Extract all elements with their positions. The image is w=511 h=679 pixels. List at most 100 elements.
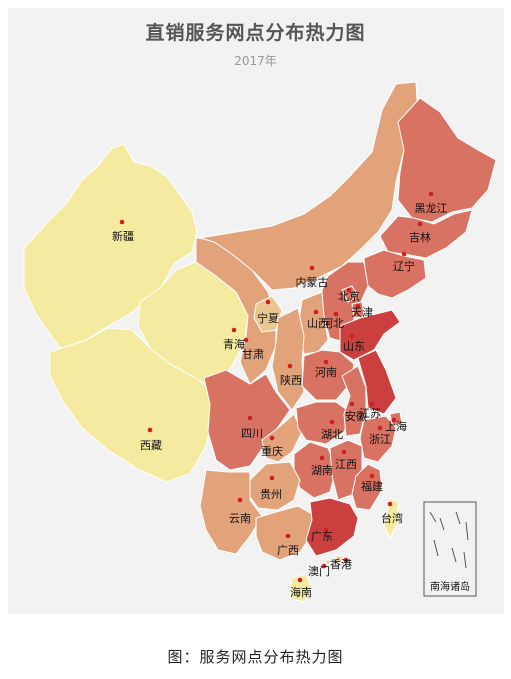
label-shanxi: 山西 (307, 317, 329, 330)
province-taiwan[interactable] (383, 497, 399, 540)
label-anhui: 安徽 (345, 409, 367, 423)
province-ningxia[interactable] (253, 295, 283, 333)
label-liaoning: 辽宁 (393, 259, 415, 273)
marker-shanghai[interactable] (391, 417, 397, 423)
province-heilongjiang[interactable] (397, 97, 497, 223)
label-yunnan: 云南 (229, 512, 251, 525)
label-aomen: 澳门 (308, 564, 330, 578)
label-shaanxi: 陕西 (280, 373, 302, 387)
marker-xinjiang[interactable] (119, 219, 125, 225)
marker-gansu[interactable] (243, 337, 249, 343)
label-xianggang: 香港 (330, 558, 352, 571)
figure-caption: 图：服务网点分布热力图 (167, 648, 344, 666)
label-hunan: 湖南 (311, 464, 333, 477)
label-guizhou: 贵州 (260, 488, 282, 501)
marker-shandong[interactable] (349, 333, 355, 339)
marker-fujian[interactable] (369, 473, 375, 479)
label-tianjin: 天津 (351, 306, 373, 319)
province-anhui[interactable] (341, 365, 367, 437)
marker-chongqing[interactable] (269, 435, 275, 441)
marker-layer (119, 191, 434, 583)
marker-hebei[interactable] (333, 311, 339, 317)
label-zhejiang: 浙江 (369, 433, 391, 446)
marker-qinghai[interactable] (231, 327, 237, 333)
label-guangdong: 广东 (311, 530, 333, 543)
marker-liaoning[interactable] (401, 251, 407, 257)
inset-label: 南海诸岛 (430, 580, 470, 593)
marker-henan[interactable] (323, 359, 329, 365)
label-jilin: 吉林 (409, 230, 431, 244)
label-ningxia: 宁夏 (257, 311, 279, 325)
inset-frame (423, 501, 477, 597)
province-beijing[interactable] (341, 285, 359, 303)
label-sichuan: 四川 (241, 427, 263, 440)
marker-zhejiang[interactable] (377, 425, 383, 431)
province-zhejiang[interactable] (359, 415, 397, 463)
marker-tianjin[interactable] (355, 303, 361, 309)
marker-shaanxi[interactable] (287, 363, 293, 369)
marker-taiwan[interactable] (387, 501, 393, 507)
marker-ningxia[interactable] (265, 299, 271, 305)
marker-jiangxi[interactable] (341, 449, 347, 455)
marker-neimenggu[interactable] (309, 265, 315, 271)
province-guangxi[interactable] (255, 505, 313, 561)
marker-jilin[interactable] (417, 221, 423, 227)
province-guizhou[interactable] (247, 461, 301, 511)
province-shandong[interactable] (339, 309, 401, 361)
marker-hunan[interactable] (319, 455, 325, 461)
label-xizang: 西藏 (140, 439, 162, 452)
label-gansu: 甘肃 (242, 348, 264, 361)
province-hainan[interactable] (289, 573, 313, 603)
map-subtitle: 2017年 (234, 54, 277, 68)
marker-jiangsu[interactable] (369, 401, 375, 407)
province-neimenggu[interactable] (199, 81, 419, 291)
inset-island-marks (429, 511, 469, 569)
label-shandong: 山东 (343, 340, 365, 353)
province-hubei[interactable] (295, 401, 351, 445)
province-tianjin[interactable] (351, 301, 365, 319)
marker-shanxi[interactable] (313, 309, 319, 315)
label-beijing: 北京 (338, 289, 360, 303)
province-chongqing[interactable] (261, 413, 303, 463)
label-guangxi: 广西 (277, 544, 299, 557)
marker-hainan[interactable] (297, 577, 303, 583)
marker-guangdong[interactable] (323, 527, 329, 533)
label-jiangsu: 江苏 (359, 407, 381, 420)
label-chongqing: 重庆 (261, 444, 283, 458)
map-title: 直销服务网点分布热力图 (145, 22, 366, 44)
label-xinjiang: 新疆 (112, 229, 134, 243)
province-shaanxi[interactable] (271, 307, 305, 411)
label-hebei: 河北 (322, 317, 344, 330)
label-neimenggu: 内蒙古 (296, 275, 329, 289)
marker-xizang[interactable] (147, 427, 153, 433)
province-xianggang[interactable] (335, 555, 343, 563)
province-yunnan[interactable] (199, 469, 263, 555)
label-hubei: 湖北 (321, 428, 343, 441)
province-jilin[interactable] (379, 209, 473, 259)
marker-beijing[interactable] (346, 287, 352, 293)
province-fujian[interactable] (351, 463, 383, 511)
province-guangdong[interactable] (305, 497, 359, 557)
marker-sichuan[interactable] (247, 415, 253, 421)
province-liaoning[interactable] (363, 249, 427, 299)
south-china-sea-inset: 南海诸岛 (423, 501, 477, 597)
province-jiangsu[interactable] (357, 349, 397, 415)
marker-heilongjiang[interactable] (428, 191, 434, 197)
label-heilongjiang: 黑龙江 (415, 202, 448, 215)
label-taiwan: 台湾 (381, 511, 403, 525)
label-fujian: 福建 (361, 479, 383, 493)
marker-xianggang[interactable] (343, 557, 349, 563)
marker-guangxi[interactable] (285, 533, 291, 539)
marker-guizhou[interactable] (269, 475, 275, 481)
marker-aomen[interactable] (321, 563, 327, 569)
label-qinghai: 青海 (223, 337, 245, 351)
province-aomen[interactable] (325, 559, 331, 565)
label-shanghai: 上海 (385, 419, 407, 433)
marker-yunnan[interactable] (237, 497, 243, 503)
marker-hubei[interactable] (329, 419, 335, 425)
label-hainan: 海南 (290, 585, 312, 599)
label-henan: 河南 (315, 366, 337, 379)
marker-anhui[interactable] (349, 401, 355, 407)
